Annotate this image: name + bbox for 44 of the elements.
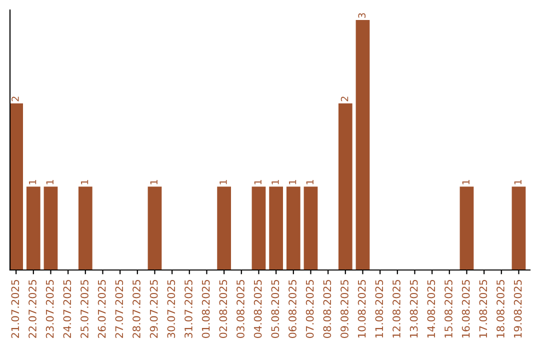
data-label: 1 <box>462 180 470 184</box>
x-tick-label: 24.07.2025 <box>63 280 72 338</box>
x-tick-label: 12.08.2025 <box>392 280 400 338</box>
x-tick-label: 26.07.2025 <box>98 280 106 338</box>
x-tick-label: 19.08.2025 <box>514 280 522 338</box>
x-tick-label: 09.08.2025 <box>340 280 348 338</box>
x-tick-label: 05.08.2025 <box>271 280 280 338</box>
x-tick-label: 03.08.2025 <box>236 280 244 338</box>
data-label: 1 <box>150 180 158 184</box>
x-tick-label: 06.08.2025 <box>288 280 296 338</box>
x-tick-label: 10.08.2025 <box>358 280 366 338</box>
x-tick-label: 22.07.2025 <box>28 280 36 338</box>
x-tick-label: 15.08.2025 <box>444 280 452 338</box>
data-label: 1 <box>28 180 36 184</box>
x-tick-label: 08.08.2025 <box>323 280 332 338</box>
x-tick-label: 14.08.2025 <box>427 280 436 338</box>
data-label: 1 <box>80 180 88 184</box>
x-tick-label: 16.08.2025 <box>462 280 470 338</box>
x-tick-label: 25.07.2025 <box>80 280 88 338</box>
data-label: 1 <box>220 180 227 184</box>
x-tick-label: 02.08.2025 <box>219 280 228 338</box>
data-label: 2 <box>340 96 348 102</box>
x-tick-label: 04.08.2025 <box>254 280 262 338</box>
x-tick-label: 07.08.2025 <box>306 280 314 338</box>
x-tick-label: 01.08.2025 <box>202 280 210 338</box>
x-tick-label: 18.08.2025 <box>496 280 504 338</box>
data-label: 1 <box>514 180 522 184</box>
x-tick-label: 21.07.2025 <box>11 280 20 338</box>
x-tick-label: 30.07.2025 <box>167 280 176 338</box>
x-tick-label: 29.07.2025 <box>150 280 158 338</box>
x-tick-label: 27.07.2025 <box>115 280 124 338</box>
x-tick-label: 28.07.2025 <box>132 280 140 338</box>
x-tick-label: 23.07.2025 <box>46 280 54 338</box>
data-label: 1 <box>46 180 54 184</box>
x-tick-label: 17.08.2025 <box>479 280 488 338</box>
data-label: 1 <box>306 180 314 184</box>
x-tick-label: 13.08.2025 <box>410 280 418 338</box>
x-tick-label: 11.08.2025 <box>375 280 384 338</box>
x-tick-label: 31.07.2025 <box>184 280 192 338</box>
data-label: 2 <box>12 96 19 102</box>
data-label: 1 <box>272 180 279 184</box>
data-label: 3 <box>358 13 366 18</box>
data-label: 1 <box>254 180 262 184</box>
data-label: 1 <box>288 180 296 184</box>
